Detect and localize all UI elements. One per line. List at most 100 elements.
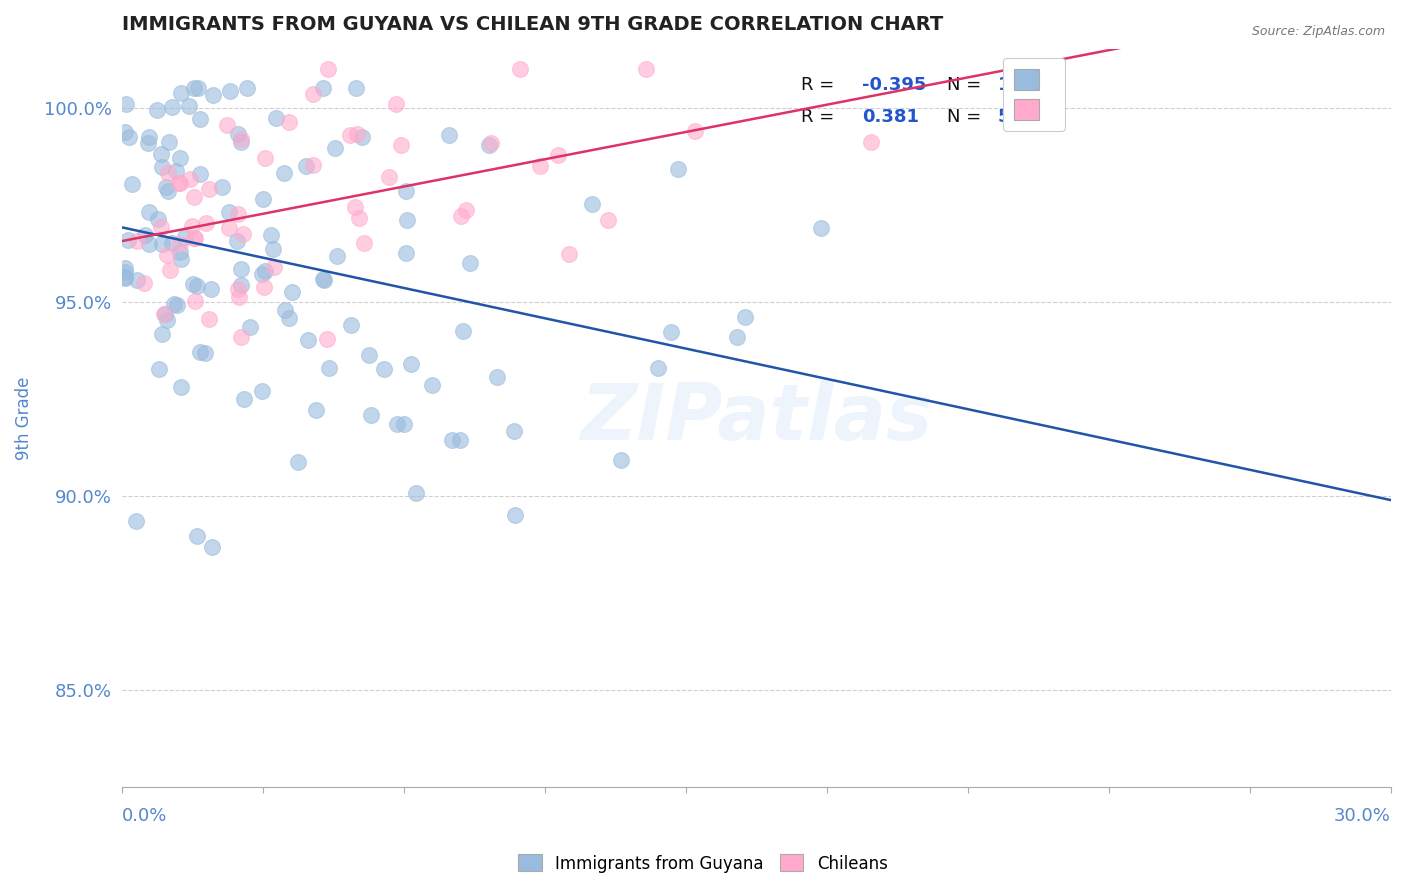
Point [179, 171, 201, 186]
Point [263, 260, 285, 275]
Point [138, 130, 160, 145]
Point [226, 207, 249, 221]
Point [273, 166, 295, 180]
Text: IMMIGRANTS FROM GUYANA VS CHILEAN 9TH GRADE CORRELATION CHART: IMMIGRANTS FROM GUYANA VS CHILEAN 9TH GR… [122, 15, 943, 34]
Point [339, 128, 361, 142]
Point [145, 103, 167, 118]
Point [302, 87, 325, 101]
Point [138, 205, 160, 219]
Point [153, 307, 176, 321]
Point [340, 318, 363, 333]
Point [344, 81, 367, 95]
Point [666, 161, 689, 176]
Point [181, 277, 204, 292]
Point [150, 160, 173, 174]
Point [734, 310, 756, 324]
Point [187, 81, 209, 95]
Text: N =: N = [946, 108, 987, 127]
Point [159, 135, 181, 149]
Point [437, 128, 460, 142]
Point [456, 202, 478, 217]
Point [218, 220, 240, 235]
Point [509, 62, 531, 76]
Point [725, 329, 748, 343]
Point [485, 369, 508, 384]
Point [229, 262, 252, 277]
Point [384, 96, 406, 111]
Point [169, 244, 191, 259]
Text: 30.0%: 30.0% [1334, 807, 1391, 825]
Point [114, 271, 136, 285]
Legend: Immigrants from Guyana, Chileans: Immigrants from Guyana, Chileans [512, 847, 894, 880]
Point [259, 227, 281, 242]
Point [395, 212, 418, 227]
Point [378, 169, 401, 184]
Point [581, 197, 603, 211]
Point [156, 166, 179, 180]
Point [229, 135, 252, 149]
Point [547, 148, 569, 162]
Point [316, 332, 339, 346]
Point [179, 99, 201, 113]
Point [156, 248, 179, 262]
Point [360, 408, 382, 422]
Point [232, 227, 254, 241]
Point [598, 213, 620, 227]
Point [392, 417, 415, 431]
Point [394, 245, 416, 260]
Point [148, 211, 170, 226]
Point [156, 313, 179, 327]
Point [148, 361, 170, 376]
Point [136, 136, 159, 151]
Point [152, 307, 174, 321]
Point [114, 125, 136, 139]
Point [254, 151, 277, 165]
Point [155, 179, 177, 194]
Point [165, 164, 187, 178]
Point [183, 81, 205, 95]
Point [226, 128, 249, 142]
Text: R =: R = [801, 76, 839, 94]
Point [166, 298, 188, 312]
Point [458, 256, 481, 270]
Point [163, 297, 186, 311]
Point [503, 508, 526, 522]
Text: ZIPatlas: ZIPatlas [581, 380, 932, 457]
Point [262, 242, 284, 256]
Point [201, 540, 224, 554]
Point [503, 425, 526, 439]
Point [266, 111, 288, 125]
Point [277, 311, 299, 326]
Point [156, 185, 179, 199]
Point [683, 124, 706, 138]
Point [124, 515, 146, 529]
Point [252, 267, 274, 281]
Point [194, 346, 217, 360]
Point [217, 119, 239, 133]
Point [295, 159, 318, 173]
Point [357, 348, 380, 362]
Point [557, 247, 579, 261]
Point [297, 334, 319, 348]
Point [231, 277, 253, 292]
Point [188, 167, 211, 181]
Point [610, 453, 633, 467]
Legend: , : , [1004, 59, 1064, 131]
Point [201, 87, 224, 102]
Point [174, 230, 197, 244]
Point [134, 227, 156, 242]
Point [387, 417, 409, 431]
Point [287, 455, 309, 469]
Point [218, 84, 240, 98]
Text: 0.381: 0.381 [862, 108, 918, 127]
Text: R =: R = [801, 108, 839, 127]
Point [860, 135, 883, 149]
Point [160, 100, 183, 114]
Text: N =: N = [946, 76, 987, 94]
Text: 54: 54 [998, 108, 1022, 127]
Text: -0.395: -0.395 [862, 76, 927, 94]
Point [326, 249, 349, 263]
Point [441, 433, 464, 447]
Point [117, 129, 139, 144]
Point [162, 236, 184, 251]
